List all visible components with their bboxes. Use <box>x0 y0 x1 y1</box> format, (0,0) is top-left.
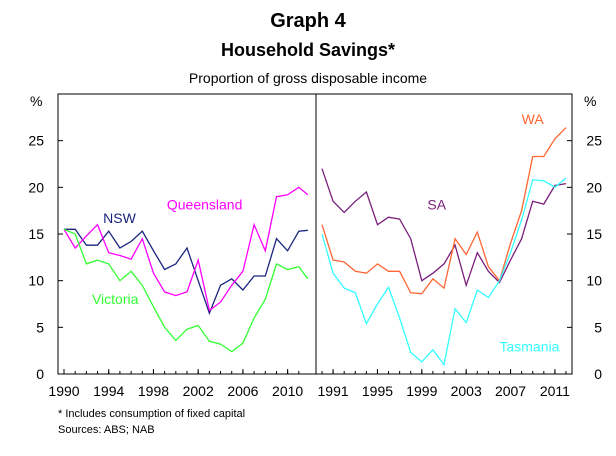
plot-frame <box>57 93 573 375</box>
series-label-nsw: NSW <box>103 210 136 226</box>
y-tick-label-right: 10 <box>586 273 602 289</box>
chart-subtitle: Household Savings* <box>220 40 396 60</box>
x-tick-label: 1999 <box>406 383 437 399</box>
y-tick-label-right: 15 <box>586 226 602 242</box>
series-line-nsw <box>64 228 308 316</box>
y-tick-label-left: 20 <box>28 179 44 195</box>
x-tick-label: 2011 <box>540 383 570 399</box>
y-tick-label-right: 25 <box>586 133 602 149</box>
chart-title: Graph 4 <box>270 10 346 32</box>
y-unit-right: % <box>584 93 596 109</box>
x-tick-label: 2002 <box>183 383 214 399</box>
x-tick-label: 2006 <box>227 383 258 399</box>
x-tick-label: 2003 <box>451 383 482 399</box>
x-tick-label: 1990 <box>48 383 79 399</box>
sources-note: Sources: ABS; NAB <box>58 424 155 436</box>
y-unit-left: % <box>30 93 42 109</box>
series-line-sa <box>321 168 567 288</box>
x-tick-label: 1995 <box>362 383 393 399</box>
series-label-queensland: Queensland <box>167 197 243 213</box>
series-line-wa <box>321 127 567 295</box>
y-tick-label-left: 25 <box>28 133 44 149</box>
series-label-victoria: Victoria <box>92 291 139 307</box>
x-tick-label: 1991 <box>318 383 349 399</box>
series-label-tasmania: Tasmania <box>499 339 559 355</box>
y-tick-label-left: 0 <box>36 366 44 382</box>
series-line-victoria <box>63 228 309 353</box>
y-tick-label-right: 20 <box>586 179 602 195</box>
y-tick-label-left: 10 <box>28 273 44 289</box>
x-tick-label: 1994 <box>93 383 124 399</box>
series-line-tasmania <box>321 177 567 367</box>
series-line-queensland <box>63 186 309 312</box>
footnote: * Includes consumption of fixed capital <box>58 408 246 420</box>
y-tick-label-left: 5 <box>36 319 44 335</box>
x-tick-label: 2010 <box>272 383 303 399</box>
x-tick-label: 2007 <box>495 383 526 399</box>
series-label-wa: WA <box>522 111 545 127</box>
y-tick-label-left: 15 <box>28 226 44 242</box>
x-tick-label: 1998 <box>138 383 169 399</box>
y-tick-label-right: 5 <box>594 319 602 335</box>
series-label-sa: SA <box>427 197 446 213</box>
chart-description: Proportion of gross disposable income <box>188 70 428 86</box>
y-tick-label-right: 0 <box>594 366 602 382</box>
